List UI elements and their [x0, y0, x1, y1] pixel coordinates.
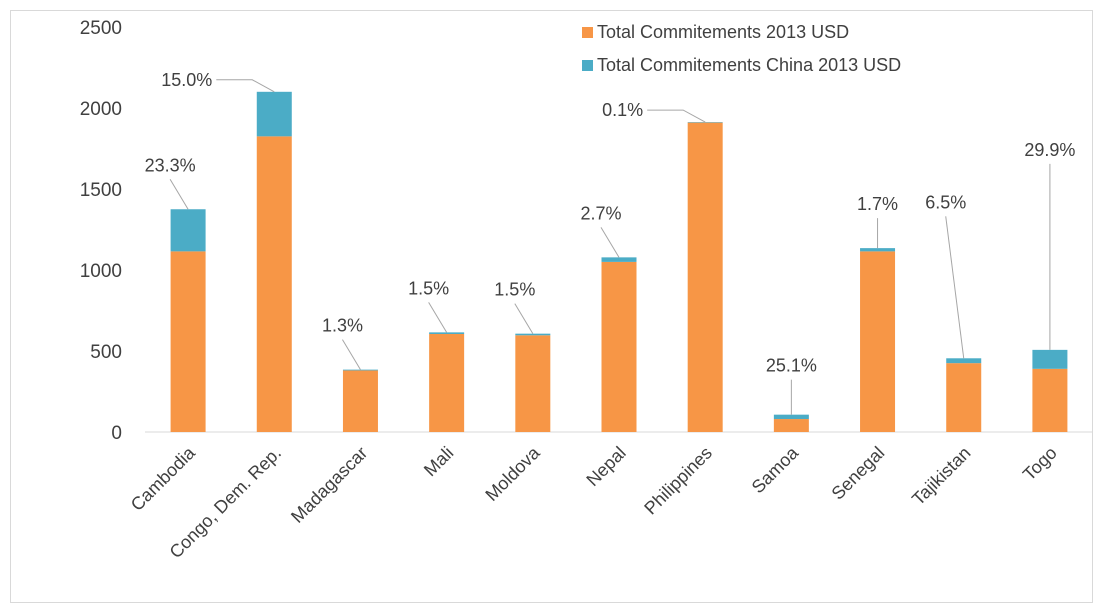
- y-axis: 0 500 1000 1500 2000 2500: [80, 18, 122, 444]
- leader-line: [428, 302, 448, 333]
- data-label: 6.5%: [925, 192, 966, 212]
- data-label: 1.3%: [322, 316, 363, 336]
- bar-total-segment: [515, 335, 551, 432]
- leader-line: [600, 227, 620, 258]
- bar-china-segment: [429, 332, 465, 334]
- bar-total-segment: [601, 261, 637, 432]
- bar-china-segment: [515, 333, 551, 336]
- y-tick-label: 1000: [80, 261, 122, 282]
- x-category-label: Mali: [420, 443, 457, 480]
- x-category-label: Senegal: [828, 443, 889, 504]
- x-category-label: Cambodia: [127, 442, 200, 515]
- leader-line: [514, 303, 534, 334]
- data-label: 2.7%: [580, 203, 621, 223]
- bar-total-segment: [429, 333, 465, 432]
- leader-line: [169, 178, 189, 210]
- bar-total-segment: [256, 136, 292, 432]
- bar-china-segment: [946, 358, 982, 364]
- bar-china-segment: [256, 91, 292, 137]
- leader-line: [647, 109, 706, 123]
- data-label: 1.5%: [494, 280, 535, 300]
- bar-total-segment: [946, 363, 982, 432]
- x-category-label: Madagascar: [287, 443, 371, 527]
- data-labels: 23.3% 15.0% 1.3% 1.5% 1.5% 2.7% 0.1% 25.1% 1.7% 6…: [145, 70, 1076, 376]
- bar-china-segment: [860, 248, 896, 252]
- x-category-label: Philippines: [640, 443, 716, 519]
- x-category-label: Tajikistan: [908, 443, 974, 509]
- bar-total-segment: [1032, 368, 1068, 432]
- y-tick-label: 2000: [80, 99, 122, 120]
- x-category-label: Samoa: [748, 442, 803, 497]
- bar-china-segment: [601, 257, 637, 262]
- data-label: 0.1%: [602, 100, 643, 120]
- data-label: 15.0%: [161, 70, 212, 90]
- x-category-label: Togo: [1019, 443, 1061, 485]
- y-tick-label: 0: [111, 423, 122, 444]
- bar-china-segment: [1032, 349, 1068, 369]
- bar-total-segment: [170, 251, 206, 432]
- legend-label: Total Commitements China 2013 USD: [597, 55, 901, 75]
- x-category-label: Moldova: [481, 442, 544, 505]
- y-tick-label: 2500: [80, 18, 122, 39]
- data-label: 23.3%: [145, 155, 196, 175]
- legend-label: Total Commitements 2013 USD: [597, 22, 849, 42]
- data-label: 29.9%: [1024, 140, 1075, 160]
- bar-china-segment: [170, 209, 206, 252]
- label-leader-lines: [169, 79, 1051, 415]
- legend: Total Commitements 2013 USD Total Commite…: [582, 22, 901, 75]
- legend-swatch: [582, 60, 593, 71]
- leader-line: [342, 339, 361, 370]
- bar-china-segment: [342, 369, 378, 371]
- data-label: 25.1%: [766, 356, 817, 376]
- data-label: 1.7%: [857, 194, 898, 214]
- bar-total-segment: [687, 122, 723, 432]
- leader-line: [945, 216, 965, 359]
- bars: [170, 91, 1068, 432]
- y-tick-label: 500: [90, 342, 122, 363]
- data-label: 1.5%: [408, 278, 449, 298]
- legend-swatch: [582, 27, 593, 38]
- bar-total-segment: [860, 251, 896, 432]
- y-tick-label: 1500: [80, 180, 122, 201]
- bar-china-segment: [773, 414, 809, 420]
- x-category-label: Nepal: [582, 443, 629, 490]
- bar-total-segment: [773, 419, 809, 432]
- leader-line: [216, 79, 275, 93]
- bar-total-segment: [342, 370, 378, 432]
